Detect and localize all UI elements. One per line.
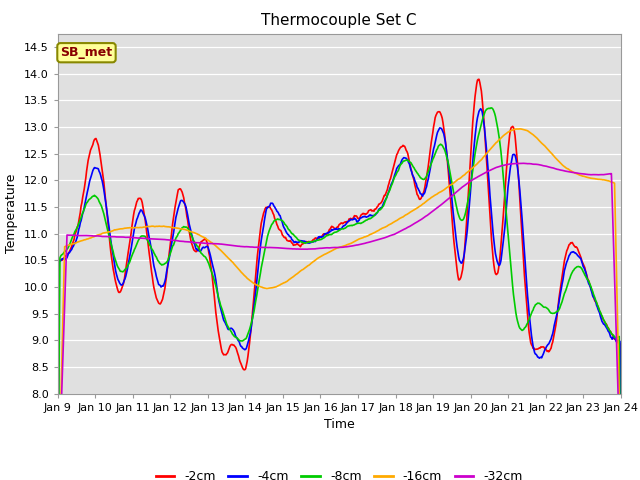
Text: SB_met: SB_met [60, 46, 113, 59]
Legend: -2cm, -4cm, -8cm, -16cm, -32cm: -2cm, -4cm, -8cm, -16cm, -32cm [150, 465, 528, 480]
Title: Thermocouple Set C: Thermocouple Set C [262, 13, 417, 28]
X-axis label: Time: Time [324, 418, 355, 431]
Y-axis label: Temperature: Temperature [5, 174, 19, 253]
